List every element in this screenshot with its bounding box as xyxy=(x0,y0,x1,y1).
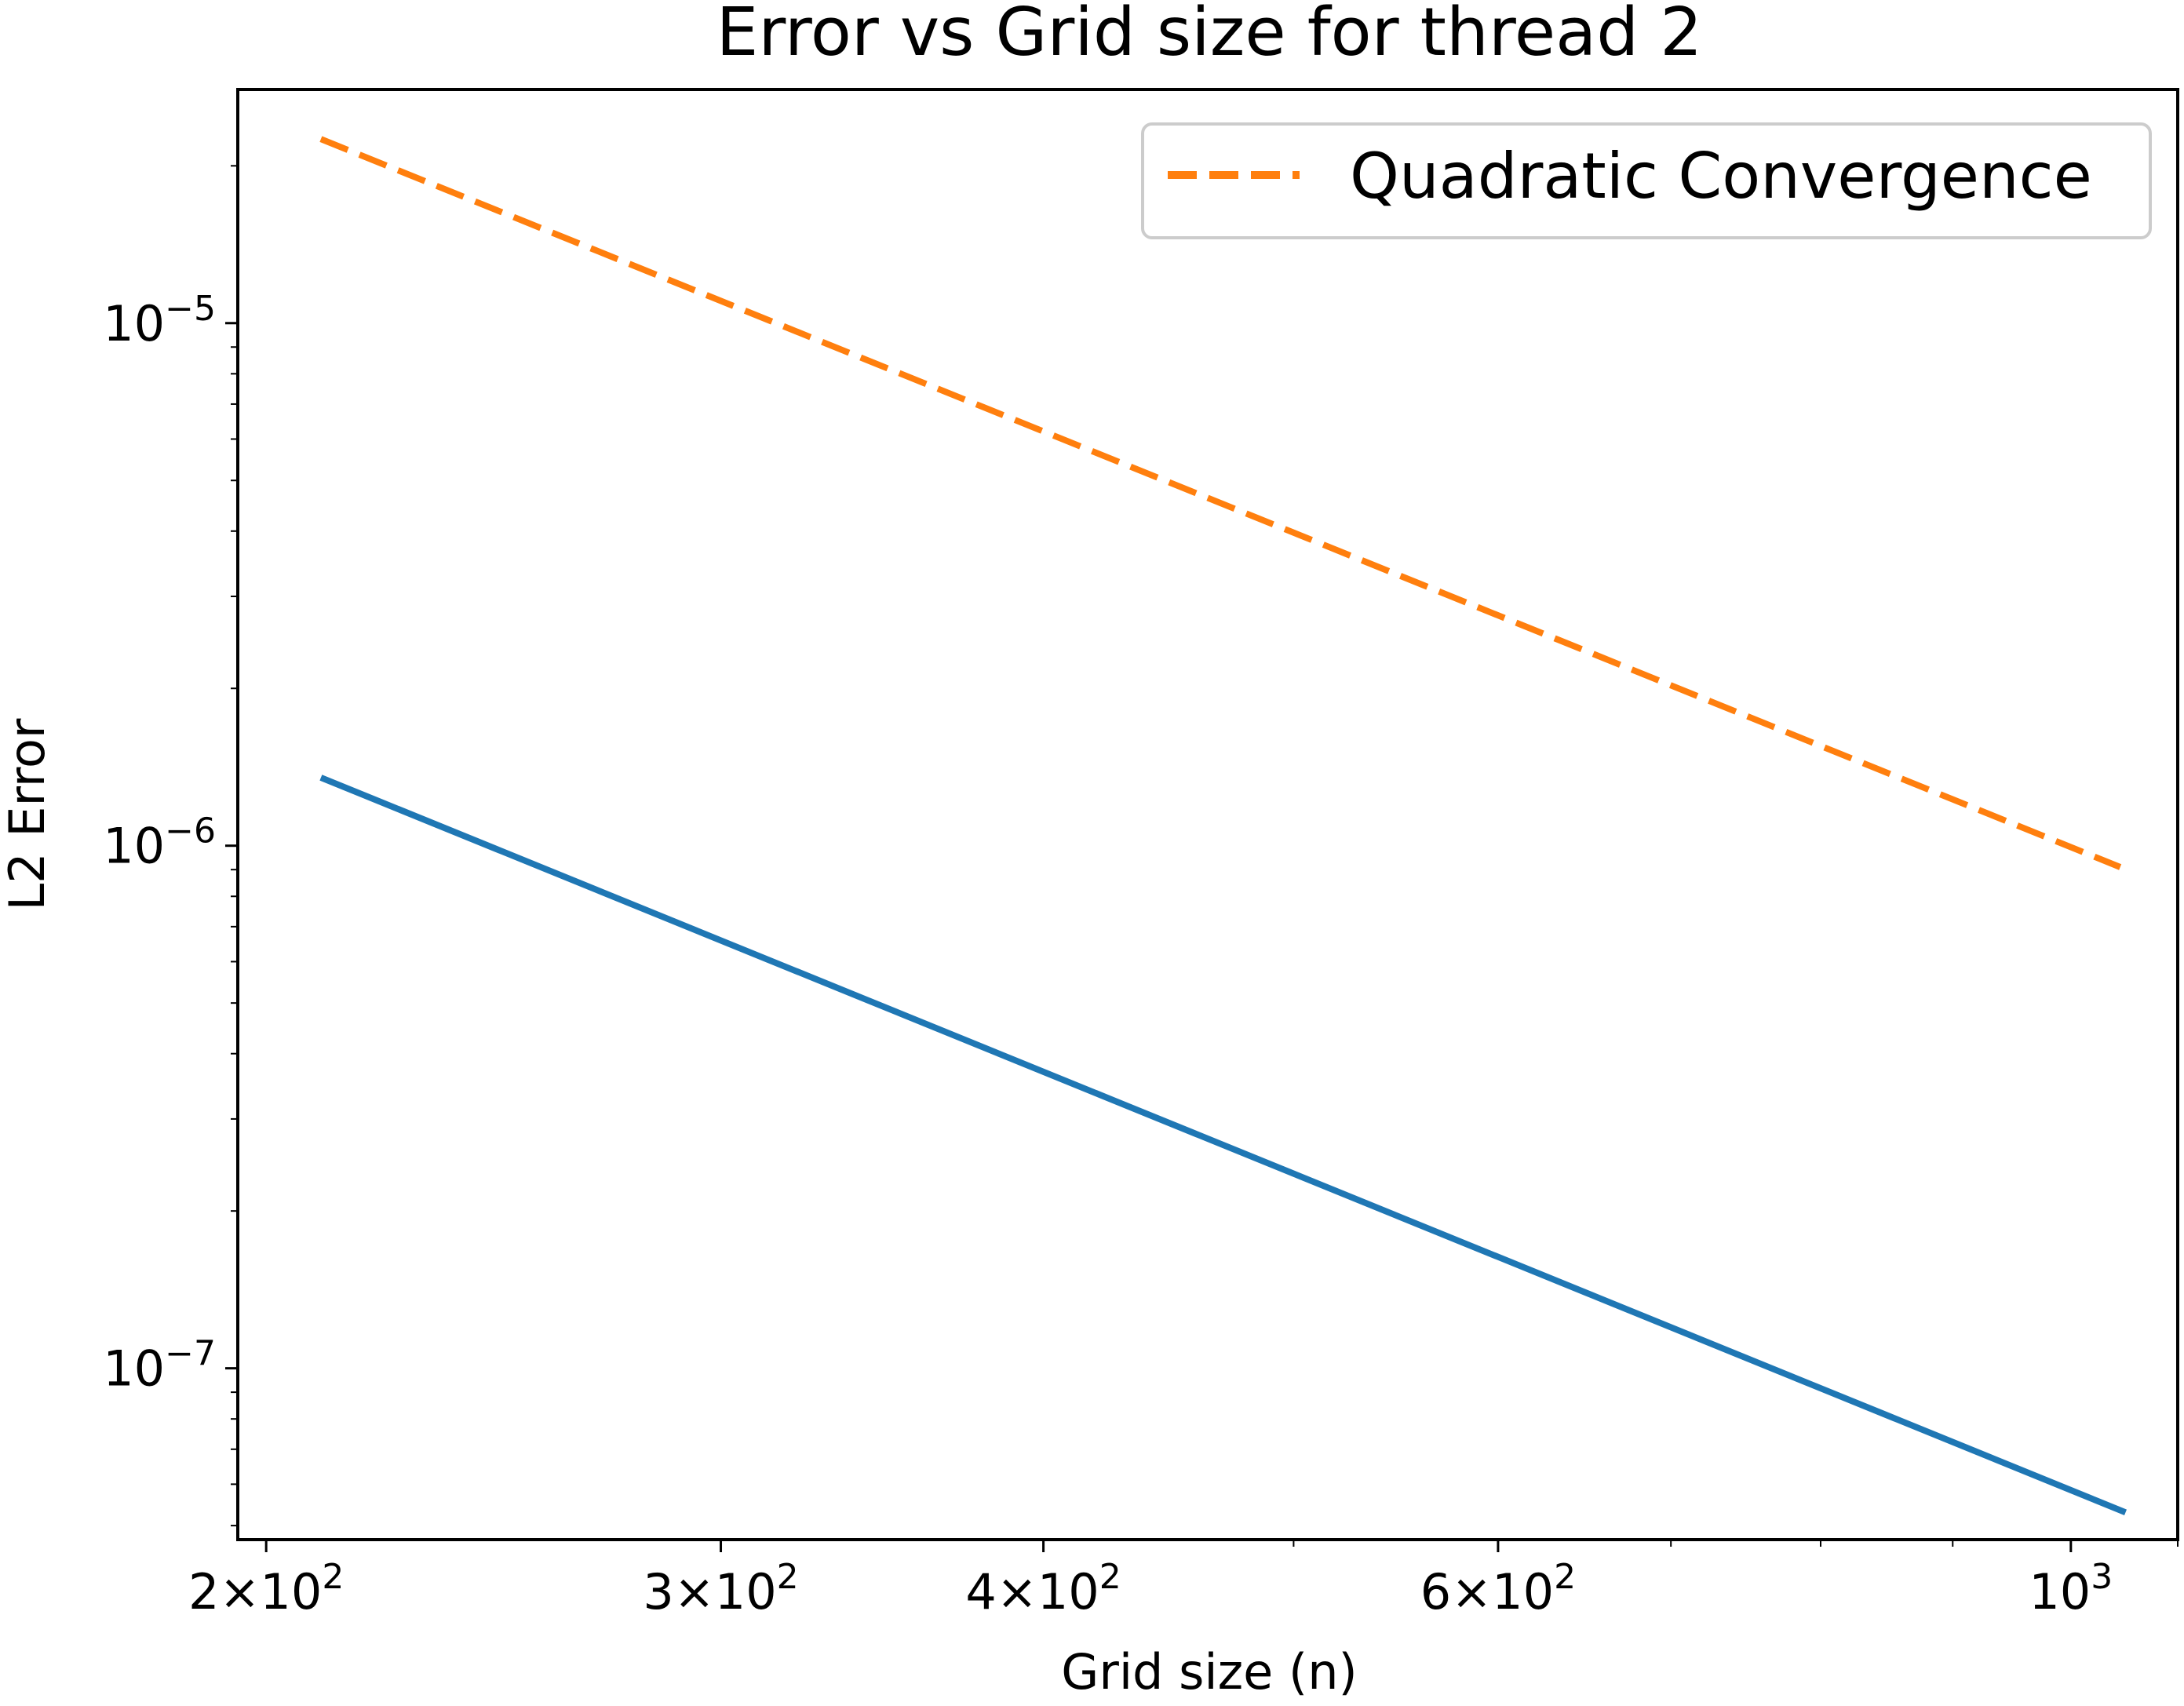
y-tick-exponent: −5 xyxy=(165,289,216,329)
x-tick-base: 10 xyxy=(260,1563,322,1620)
x-tick-exponent: 2 xyxy=(1099,1557,1121,1597)
y-axis-ticks: 10−510−610−7 xyxy=(103,165,238,1527)
x-tick-base: 10 xyxy=(1492,1563,1554,1620)
x-tick-mantissa: 2× xyxy=(188,1563,260,1620)
x-tick-mantissa: 3× xyxy=(643,1563,714,1620)
plot-area-frame xyxy=(236,88,2179,1541)
x-tick-exponent: 2 xyxy=(1554,1557,1576,1597)
y-tick-base: 10 xyxy=(103,1340,165,1398)
x-axis-label: Grid size (n) xyxy=(1061,1643,1357,1701)
x-axis-ticks: 2×102 3×102 4×102 6×102 103 xyxy=(188,1540,2179,1620)
x-tick-label-1: 2×102 xyxy=(188,1557,344,1620)
x-tick-mantissa: 4× xyxy=(965,1563,1037,1620)
y-tick-base: 10 xyxy=(103,295,165,352)
chart-title: Error vs Grid size for thread 2 xyxy=(716,0,1703,71)
series-line-1 xyxy=(319,775,2127,1516)
x-tick-exponent: 2 xyxy=(322,1557,344,1597)
legend-label-quadratic-convergence: Quadratic Convergence xyxy=(1350,140,2092,213)
legend: Quadratic Convergence xyxy=(1141,122,2152,239)
x-tick-exponent: 2 xyxy=(777,1557,799,1597)
x-tick-label-2: 3×102 xyxy=(643,1557,798,1620)
x-tick-base: 10 xyxy=(1037,1563,1099,1620)
y-axis-label: L2 Error xyxy=(0,718,56,910)
y-tick-label-2: 10−6 xyxy=(103,811,216,875)
series-line-2 xyxy=(319,136,2122,870)
y-tick-exponent: −6 xyxy=(165,811,216,851)
x-tick-label-3: 4×102 xyxy=(965,1557,1121,1620)
x-tick-label-4: 6×102 xyxy=(1420,1557,1576,1620)
series-layer xyxy=(319,136,2127,1516)
legend-box xyxy=(1141,122,2152,239)
y-tick-label-3: 10−7 xyxy=(103,1334,216,1398)
x-tick-exponent: 3 xyxy=(2091,1557,2113,1597)
y-tick-label-1: 10−5 xyxy=(103,289,216,352)
x-tick-label-5: 103 xyxy=(2029,1557,2113,1620)
x-tick-base: 10 xyxy=(715,1563,777,1620)
y-tick-exponent: −7 xyxy=(165,1334,216,1374)
x-tick-base: 10 xyxy=(2029,1563,2091,1620)
x-tick-mantissa: 6× xyxy=(1420,1563,1492,1620)
y-tick-base: 10 xyxy=(103,818,165,875)
